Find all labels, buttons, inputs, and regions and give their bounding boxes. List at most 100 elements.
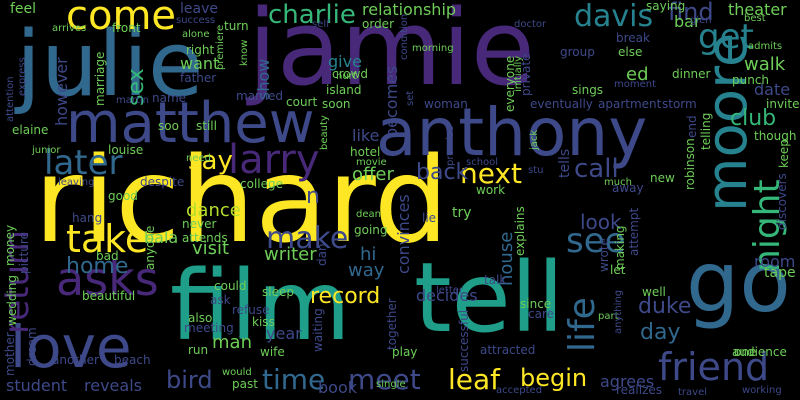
word: walk — [744, 54, 786, 75]
word: eventually — [530, 97, 593, 111]
word: tells — [557, 148, 573, 178]
word: dan — [315, 243, 329, 266]
word: agrees — [600, 372, 655, 391]
word: explains — [513, 206, 527, 256]
word: accepted — [496, 385, 543, 396]
word: feel — [10, 1, 37, 17]
word: else — [618, 45, 643, 59]
word: express — [17, 57, 28, 96]
word: still — [196, 119, 217, 133]
word: begin — [520, 364, 588, 392]
word: time — [262, 363, 326, 396]
word: year — [266, 324, 302, 343]
word: new — [650, 171, 675, 185]
word: becomes — [382, 65, 401, 138]
word: take — [66, 217, 149, 261]
word: refuse — [232, 303, 270, 317]
word: court — [286, 95, 318, 109]
word: alone — [182, 29, 210, 40]
word: back — [416, 160, 469, 185]
word: film — [170, 250, 351, 362]
word: beauty — [319, 115, 330, 150]
word: beach — [114, 353, 151, 367]
word: way — [348, 260, 385, 281]
word: going — [354, 223, 388, 237]
word: offer — [352, 164, 394, 185]
word: convinces — [394, 194, 413, 274]
word: part — [598, 311, 619, 322]
word: self — [312, 19, 330, 30]
word: friend — [658, 345, 770, 389]
word: name — [152, 91, 187, 105]
word: lie — [422, 211, 437, 225]
word: movie — [356, 157, 387, 168]
word: get — [698, 17, 754, 57]
word: could — [214, 279, 247, 293]
word: order — [362, 17, 394, 31]
word: richard — [34, 131, 449, 269]
word: home — [66, 254, 129, 279]
word: find — [668, 0, 714, 26]
word: louise — [108, 143, 144, 157]
word: room — [754, 252, 796, 271]
word: meeting — [184, 321, 234, 335]
word: come — [66, 0, 177, 39]
word: one — [734, 345, 757, 359]
word: leave — [180, 1, 218, 17]
word: play — [392, 345, 418, 359]
word: go — [686, 233, 791, 331]
word: leaf — [448, 363, 501, 396]
word: never — [182, 217, 217, 231]
word: money — [3, 224, 17, 266]
word: waiting — [311, 308, 325, 352]
word: good — [108, 189, 138, 203]
word: run — [188, 343, 209, 357]
word: wedding — [5, 275, 19, 326]
word: relationship — [362, 0, 457, 19]
word: davis — [574, 0, 654, 34]
word: beautiful — [82, 289, 136, 303]
word: writer — [264, 244, 317, 265]
word: hurt — [336, 71, 357, 82]
word: also — [188, 311, 213, 325]
word: premiere — [215, 24, 226, 70]
word: anything — [613, 289, 624, 334]
word: day — [640, 320, 681, 345]
word: travel — [678, 387, 708, 398]
word: martin — [116, 95, 150, 106]
word: away — [612, 181, 644, 195]
word: glen — [690, 15, 712, 26]
word: need — [186, 153, 211, 164]
word: make — [266, 221, 349, 256]
word: anthony — [376, 94, 648, 171]
word: visit — [192, 238, 230, 259]
word: bar — [674, 12, 701, 31]
word: hang — [72, 211, 103, 225]
word: sleep — [262, 285, 294, 299]
word: club — [730, 106, 777, 131]
word: since — [520, 297, 552, 311]
word: attracted — [480, 343, 536, 357]
word: ed — [626, 64, 649, 85]
word: matthew — [66, 91, 315, 156]
word: admits — [748, 41, 783, 52]
word: marriage — [93, 51, 107, 106]
word: talk — [484, 273, 507, 287]
word: bird — [166, 366, 213, 394]
word: decides — [416, 286, 478, 305]
word: meet — [348, 363, 421, 396]
word: group — [560, 45, 595, 59]
word: n — [306, 184, 320, 209]
word: try — [452, 205, 472, 221]
word: stu — [528, 165, 544, 176]
word: apartment — [598, 97, 662, 111]
word: break — [616, 31, 650, 45]
word: jamie — [248, 0, 535, 109]
word: book — [318, 378, 357, 397]
word: tell — [414, 242, 565, 354]
word: record — [310, 284, 381, 309]
word: dance — [186, 200, 241, 221]
word: man — [212, 332, 252, 353]
word: letter — [436, 285, 464, 296]
